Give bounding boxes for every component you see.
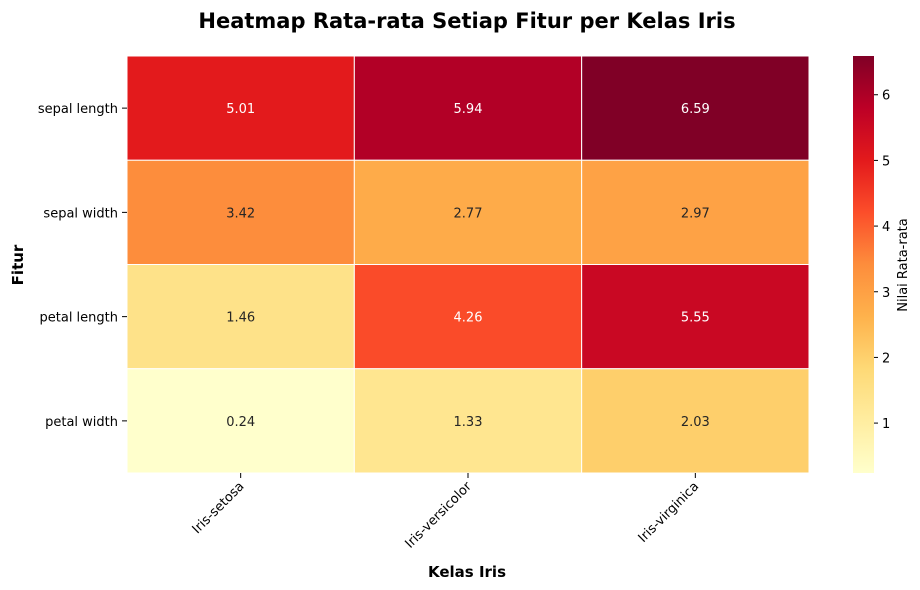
colorbar-label: Nilai Rata-rata xyxy=(896,218,911,312)
colorbar-tick-label: 2 xyxy=(882,351,890,366)
colorbar-tick-label: 5 xyxy=(882,154,890,169)
x-tick-label: Iris-virginica xyxy=(636,479,703,546)
cell-value-label: 5.01 xyxy=(226,102,255,117)
y-tick-label: sepal width xyxy=(43,206,118,221)
heatmap-cell xyxy=(353,55,583,161)
cell-value-label: 2.97 xyxy=(681,206,710,221)
cell-value-label: 4.26 xyxy=(454,311,483,326)
cell-value-label: 1.46 xyxy=(226,311,255,326)
x-axis-label: Kelas Iris xyxy=(428,563,506,581)
heatmap-cell xyxy=(126,159,355,265)
colorbar-tick-label: 3 xyxy=(882,286,890,301)
y-tick-label: petal width xyxy=(45,415,118,430)
colorbar xyxy=(853,56,874,473)
colorbar-tick-label: 6 xyxy=(882,89,890,104)
cell-value-label: 5.55 xyxy=(681,311,710,326)
cell-value-label: 5.94 xyxy=(454,102,483,117)
heatmap-cell xyxy=(581,159,810,265)
heatmap-cell xyxy=(126,55,355,161)
cell-value-label: 6.59 xyxy=(681,102,710,117)
y-tick-label: sepal length xyxy=(38,102,118,117)
heatmap-cell xyxy=(353,264,583,370)
heatmap-cell xyxy=(581,368,810,474)
cell-value-label: 1.33 xyxy=(454,415,483,430)
colorbar-tick-label: 1 xyxy=(882,417,890,432)
heatmap-cell xyxy=(353,159,583,265)
y-tick-label: petal length xyxy=(40,311,119,326)
cell-value-label: 0.24 xyxy=(226,415,255,430)
colorbar-ticks: 1 2 3 4 5 6 xyxy=(874,89,890,432)
heatmap-cells: 5.01 5.94 6.59 3.42 2.77 2.97 1.46 4.26 5.55 0.24… xyxy=(126,55,810,474)
heatmap-cell xyxy=(581,55,810,161)
y-axis-label: Fitur xyxy=(9,244,27,285)
colorbar-tick-label: 4 xyxy=(882,220,890,235)
cell-value-label: 3.42 xyxy=(226,206,255,221)
x-tick-label: Iris-setosa xyxy=(190,479,248,537)
cell-value-label: 2.77 xyxy=(454,206,483,221)
cell-value-label: 2.03 xyxy=(681,415,710,430)
chart-title: Heatmap Rata-rata Setiap Fitur per Kelas… xyxy=(198,9,735,33)
heatmap-cell xyxy=(126,368,355,474)
x-tick-label: Iris-versicolor xyxy=(402,479,475,552)
